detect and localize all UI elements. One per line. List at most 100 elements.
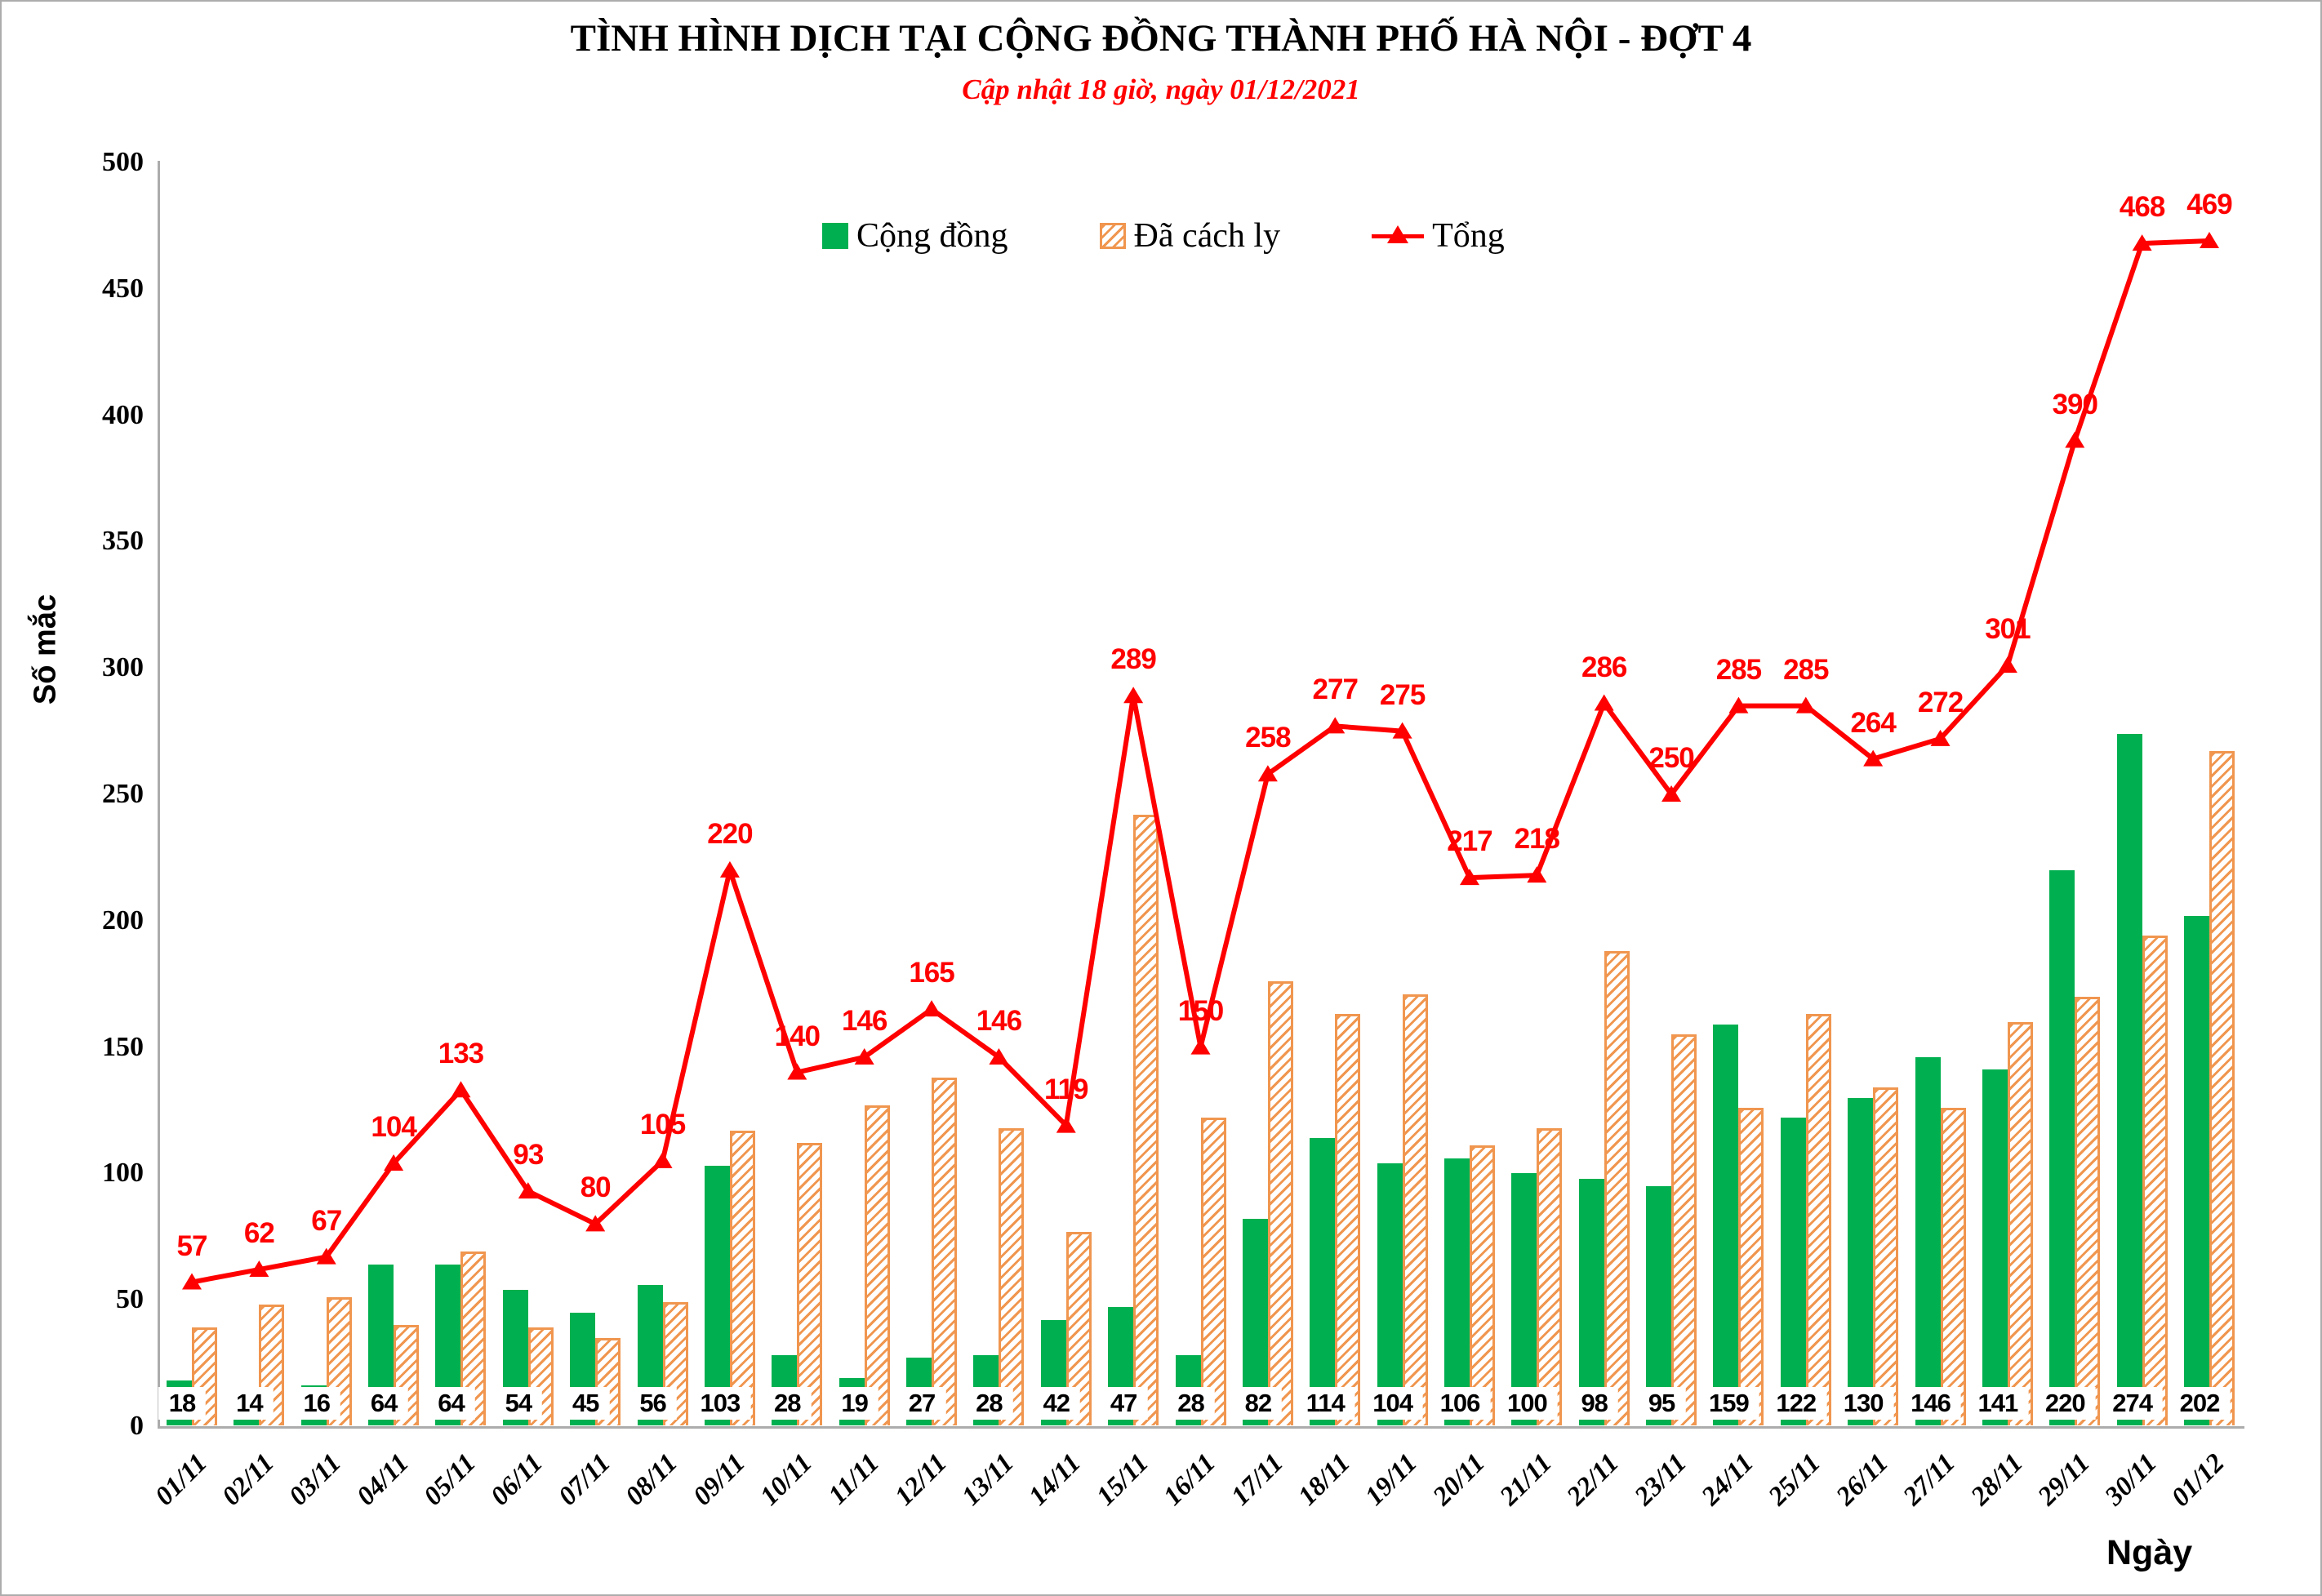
bar-value-label-01/12: 202 [2169, 1387, 2231, 1420]
line-value-label-10/11: 140 [774, 1020, 821, 1052]
line-marker-10/11 [787, 1063, 807, 1080]
bar-quarantined-13/11 [999, 1127, 1025, 1425]
bar-value-label-17/11: 82 [1234, 1387, 1283, 1420]
x-axis-title: Ngày [2106, 1533, 2193, 1572]
total-line-marker-icon [1372, 225, 1425, 247]
line-marker-02/11 [249, 1260, 269, 1278]
y-axis-tick-label: 300 [102, 652, 144, 683]
y-axis-tick-label: 200 [102, 905, 144, 936]
bar-value-label-02/11: 14 [225, 1387, 274, 1420]
line-value-label-21/11: 218 [1514, 823, 1560, 856]
bar-community-19/11 [1377, 1163, 1403, 1425]
bar-value-label-20/11: 106 [1429, 1387, 1491, 1420]
bar-community-01/12 [2184, 915, 2209, 1425]
legend-item-quarantined: Đã cách ly [1099, 217, 1281, 255]
line-value-label-25/11: 285 [1783, 653, 1829, 686]
bar-value-label-03/11: 16 [292, 1387, 340, 1420]
bar-quarantined-29/11 [2075, 996, 2101, 1425]
line-value-label-08/11: 105 [639, 1108, 686, 1140]
bar-quarantined-19/11 [1402, 994, 1428, 1425]
line-marker-19/11 [1392, 722, 1412, 739]
bar-quarantined-26/11 [1873, 1087, 1899, 1425]
bar-quarantined-16/11 [1200, 1118, 1226, 1425]
bar-quarantined-18/11 [1335, 1014, 1361, 1425]
quarantined-swatch-icon [1099, 223, 1126, 249]
y-axis-tick-label: 350 [102, 526, 144, 557]
bar-value-label-30/11: 274 [2102, 1387, 2163, 1420]
bar-quarantined-21/11 [1537, 1127, 1563, 1425]
line-value-label-11/11: 146 [841, 1004, 887, 1037]
line-marker-07/11 [585, 1215, 606, 1232]
line-value-label-16/11: 150 [1177, 994, 1224, 1027]
line-value-label-05/11: 133 [438, 1038, 484, 1070]
line-marker-03/11 [316, 1247, 336, 1265]
bar-value-label-27/11: 146 [1900, 1387, 1961, 1420]
community-swatch-icon [822, 223, 848, 249]
line-marker-30/11 [2132, 234, 2152, 251]
legend-item-community: Cộng đồng [822, 219, 1008, 253]
line-value-label-29/11: 390 [2052, 388, 2098, 420]
line-marker-25/11 [1795, 696, 1816, 714]
bar-value-label-12/11: 27 [897, 1387, 946, 1420]
line-marker-09/11 [719, 860, 740, 878]
bar-quarantined-23/11 [1671, 1034, 1697, 1425]
legend-label-quarantined: Đã cách ly [1133, 217, 1281, 255]
line-marker-23/11 [1661, 785, 1682, 802]
bar-value-label-08/11: 56 [629, 1387, 677, 1420]
line-value-label-09/11: 220 [707, 817, 753, 850]
y-axis-tick-label: 450 [102, 273, 144, 304]
line-value-label-06/11: 93 [513, 1139, 544, 1171]
line-marker-14/11 [1056, 1116, 1076, 1133]
line-value-label-18/11: 277 [1312, 674, 1359, 706]
bar-quarantined-10/11 [797, 1143, 823, 1425]
line-marker-18/11 [1325, 717, 1346, 734]
bar-value-label-23/11: 95 [1637, 1387, 1686, 1420]
line-marker-16/11 [1190, 1038, 1211, 1055]
bar-value-label-25/11: 122 [1765, 1387, 1827, 1420]
bar-value-label-16/11: 28 [1167, 1387, 1215, 1420]
bar-community-09/11 [704, 1166, 730, 1425]
bar-value-label-24/11: 159 [1698, 1387, 1759, 1420]
bar-community-30/11 [2116, 733, 2142, 1425]
bar-value-label-21/11: 100 [1496, 1387, 1558, 1420]
legend-label-total: Tổng [1432, 217, 1505, 255]
bar-community-23/11 [1646, 1185, 1672, 1425]
line-value-label-14/11: 119 [1044, 1073, 1088, 1105]
bar-community-27/11 [1915, 1056, 1941, 1425]
line-marker-27/11 [1930, 729, 1951, 746]
bar-value-label-19/11: 104 [1362, 1387, 1423, 1420]
bar-value-label-05/11: 64 [427, 1387, 475, 1420]
bar-quarantined-27/11 [1940, 1107, 1966, 1425]
bar-quarantined-17/11 [1267, 981, 1293, 1425]
line-value-label-27/11: 272 [1917, 686, 1964, 718]
line-marker-05/11 [451, 1081, 471, 1098]
bar-value-label-10/11: 28 [763, 1387, 812, 1420]
line-value-label-26/11: 264 [1850, 706, 1896, 739]
line-marker-15/11 [1123, 687, 1144, 704]
line-value-label-24/11: 285 [1715, 653, 1762, 686]
bar-quarantined-25/11 [1805, 1014, 1831, 1425]
line-marker-11/11 [854, 1047, 874, 1065]
legend-label-community: Cộng đồng [856, 217, 1008, 255]
y-axis-line [158, 161, 160, 1429]
bar-community-24/11 [1713, 1024, 1739, 1425]
line-value-label-01/12: 469 [2186, 188, 2232, 220]
bar-quarantined-24/11 [1738, 1107, 1764, 1425]
bar-value-label-13/11: 28 [965, 1387, 1013, 1420]
y-axis-tick-label: 500 [102, 147, 144, 177]
bar-quarantined-28/11 [2007, 1021, 2033, 1425]
bar-community-22/11 [1578, 1178, 1604, 1425]
y-axis-tick-label: 50 [116, 1284, 144, 1315]
bar-quarantined-01/12 [2209, 751, 2235, 1425]
line-marker-12/11 [922, 1000, 942, 1017]
y-axis-tick-label: 150 [102, 1031, 144, 1062]
bar-quarantined-30/11 [2142, 936, 2168, 1425]
line-marker-22/11 [1594, 694, 1614, 711]
bar-value-label-28/11: 141 [1967, 1387, 2029, 1420]
line-value-label-23/11: 250 [1648, 742, 1694, 774]
line-marker-20/11 [1459, 869, 1479, 886]
line-marker-13/11 [989, 1047, 1009, 1065]
bar-value-label-07/11: 45 [561, 1387, 610, 1420]
